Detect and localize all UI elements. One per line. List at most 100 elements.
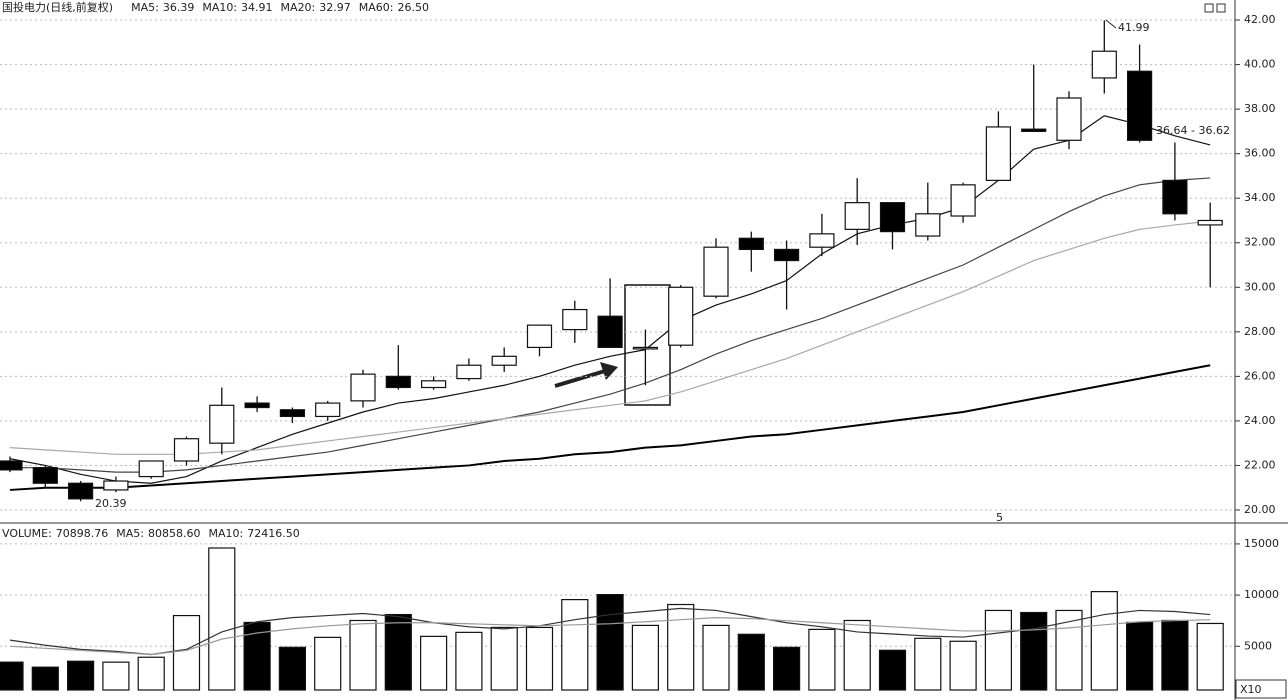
candle-body [491, 355, 517, 366]
volume-bar [208, 547, 236, 691]
y-tick-label: 24.00 [1244, 414, 1276, 427]
candle-body [350, 373, 376, 402]
volume-bar [737, 633, 765, 691]
candle-body [632, 346, 659, 350]
volume-bar [702, 624, 730, 691]
annotation-pointer [1105, 19, 1117, 29]
y-tick-label: 36.00 [1244, 147, 1276, 160]
y-tick-label: 38.00 [1244, 102, 1276, 115]
volume-bar [66, 660, 95, 691]
y-tick-label: 40.00 [1244, 58, 1276, 71]
legend-value: 32.97 [319, 1, 351, 14]
legend-value: 80858.60 [148, 527, 201, 540]
window-icon [1216, 3, 1226, 13]
candle-body [668, 286, 694, 346]
candle-body [1126, 70, 1153, 141]
candle-body [879, 202, 906, 233]
volume-bar [172, 614, 201, 691]
annotation: 20.39 [95, 497, 127, 510]
unit-box [1235, 679, 1287, 699]
legend-value: 26.50 [397, 1, 429, 14]
ma-line [9, 617, 1211, 656]
y-tick-label: 28.00 [1244, 325, 1276, 338]
annotation: 36.64 - 36.62 [1156, 124, 1230, 137]
volume-bar [808, 628, 836, 691]
candle-body [173, 438, 200, 462]
candle-body [985, 126, 1012, 181]
volume-bar [243, 621, 271, 691]
volume-bar [31, 666, 59, 691]
candle-body [209, 404, 235, 444]
volume-bar [949, 640, 977, 691]
volume-bar [1161, 619, 1189, 691]
candle-body [103, 480, 129, 491]
volume-bar [137, 656, 165, 691]
y-tick-label: 42.00 [1244, 13, 1276, 26]
candle-body [279, 409, 305, 418]
volume-bar [455, 631, 483, 691]
volume-bar [631, 624, 660, 691]
volume-bar [561, 599, 589, 691]
ma-line [10, 177, 1211, 473]
volume-bar [1196, 622, 1224, 691]
volume-bar [349, 619, 377, 691]
candle-body [1162, 179, 1188, 215]
y-tick-label: 22.00 [1244, 458, 1276, 471]
ma-line [9, 364, 1211, 491]
ma-line [9, 220, 1211, 455]
y-tick-label: 26.00 [1244, 369, 1276, 382]
title-value: 70898.76 [56, 527, 109, 540]
candle-body [421, 380, 447, 389]
legend-label: MA20: [281, 1, 316, 14]
volume-bar [984, 609, 1013, 691]
volume-bar [914, 637, 942, 691]
candle-body [138, 460, 164, 478]
unit-label: X10 [1240, 683, 1262, 696]
legend-value: 72416.50 [247, 527, 300, 540]
candle-body [809, 233, 835, 248]
candle-body [597, 315, 623, 349]
candle-body [703, 246, 729, 297]
window-icon [1204, 3, 1214, 13]
volume-bar [667, 603, 695, 691]
legend-label: MA5: [131, 1, 159, 14]
volume-bar [878, 649, 907, 691]
legend-label: MA10: [202, 1, 237, 14]
y-tick-label: 15000 [1244, 537, 1279, 550]
arrow-head [600, 362, 618, 380]
ma-line [9, 607, 1211, 656]
volume-bar [1055, 609, 1083, 691]
volume-bar [596, 593, 624, 691]
chart-title: 国投电力(日线,前复权) [2, 0, 113, 14]
y-tick-label: 20.00 [1244, 503, 1276, 516]
volume-bar [420, 635, 448, 691]
candle-body [773, 248, 800, 262]
candle-body [315, 402, 341, 418]
volume-bar [525, 626, 554, 691]
volume-bar [1125, 621, 1154, 691]
candle-body [67, 482, 94, 500]
candle-body [1091, 50, 1117, 79]
volume-bar [0, 661, 24, 691]
volume-bar [1020, 611, 1048, 691]
candle-body [456, 364, 482, 380]
candle-body [0, 460, 23, 471]
candle-body [915, 213, 941, 237]
candle-body [244, 402, 270, 409]
y-tick-label: 5000 [1244, 639, 1272, 652]
volume-bar [772, 646, 801, 691]
candle-body [1056, 97, 1082, 141]
candle-body [385, 375, 411, 389]
candle-body [950, 184, 976, 217]
volume-bar [384, 613, 412, 691]
candle-body [1021, 128, 1047, 132]
legend-value: 34.91 [241, 1, 273, 14]
legend-value: 36.39 [163, 1, 195, 14]
y-tick-label: 10000 [1244, 588, 1279, 601]
candle-body [1197, 219, 1223, 226]
annotation: 41.99 [1118, 21, 1150, 34]
legend-label: MA10: [209, 527, 244, 540]
chart-title: VOLUME: [2, 527, 52, 540]
candle-body [738, 237, 764, 251]
